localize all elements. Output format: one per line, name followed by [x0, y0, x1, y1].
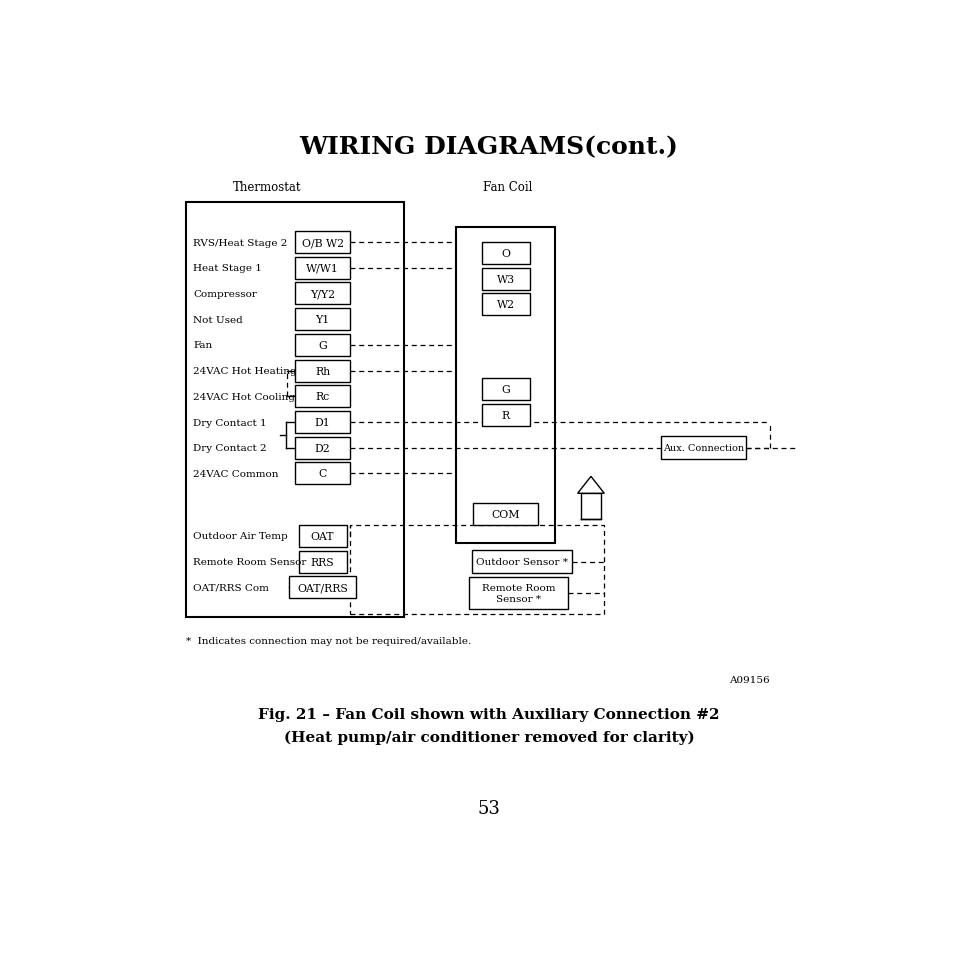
Text: A09156: A09156 — [728, 675, 769, 684]
Bar — [660, 436, 745, 460]
Bar — [481, 294, 529, 316]
Bar — [294, 412, 350, 434]
Text: Fan: Fan — [193, 341, 213, 350]
Text: G: G — [500, 385, 510, 395]
Text: OAT/RRS: OAT/RRS — [297, 582, 348, 593]
Text: D1: D1 — [314, 417, 330, 428]
Text: G: G — [318, 340, 327, 351]
Text: (Heat pump/air conditioner removed for clarity): (Heat pump/air conditioner removed for c… — [283, 729, 694, 744]
Bar — [294, 283, 350, 305]
Text: Fan Coil: Fan Coil — [482, 181, 532, 194]
Text: W3: W3 — [496, 274, 514, 284]
Text: O: O — [500, 249, 510, 259]
Text: W/W1: W/W1 — [306, 263, 338, 274]
Text: 24VAC Common: 24VAC Common — [193, 470, 278, 478]
Text: Y1: Y1 — [315, 314, 330, 325]
Bar — [294, 463, 350, 485]
Bar — [186, 202, 403, 617]
Text: O/B W2: O/B W2 — [301, 238, 343, 248]
Text: RRS: RRS — [311, 557, 335, 567]
Text: Fig. 21 – Fan Coil shown with Auxiliary Connection #2: Fig. 21 – Fan Coil shown with Auxiliary … — [258, 708, 719, 721]
Text: OAT: OAT — [311, 532, 334, 541]
Text: Outdoor Sensor *: Outdoor Sensor * — [476, 558, 568, 566]
Polygon shape — [577, 476, 603, 494]
Bar — [481, 243, 529, 265]
Bar — [294, 437, 350, 459]
Text: 53: 53 — [477, 799, 499, 817]
Text: Remote Room Sensor: Remote Room Sensor — [193, 558, 306, 566]
Bar — [294, 386, 350, 408]
Text: WIRING DIAGRAMS(cont.): WIRING DIAGRAMS(cont.) — [299, 135, 678, 159]
Text: Dry Contact 2: Dry Contact 2 — [193, 444, 267, 453]
Bar — [289, 577, 355, 598]
Text: 24VAC Hot Heating: 24VAC Hot Heating — [193, 367, 296, 375]
Text: Dry Contact 1: Dry Contact 1 — [193, 418, 267, 427]
Text: RVS/Heat Stage 2: RVS/Heat Stage 2 — [193, 238, 287, 247]
Bar — [481, 404, 529, 426]
Text: 24VAC Hot Cooling: 24VAC Hot Cooling — [193, 393, 294, 401]
Bar — [294, 335, 350, 356]
Text: Not Used: Not Used — [193, 315, 243, 324]
Bar — [294, 257, 350, 279]
Text: D2: D2 — [314, 443, 330, 454]
Text: Outdoor Air Temp: Outdoor Air Temp — [193, 532, 288, 540]
Text: Y/Y2: Y/Y2 — [310, 289, 335, 299]
Bar — [473, 503, 537, 525]
Text: Aux. Connection: Aux. Connection — [662, 444, 743, 453]
Text: Thermostat: Thermostat — [233, 181, 301, 194]
Text: Rh: Rh — [314, 366, 330, 376]
Bar — [481, 378, 529, 400]
Bar — [456, 228, 555, 543]
Bar — [472, 550, 572, 574]
Bar — [298, 551, 346, 573]
Text: C: C — [318, 469, 326, 479]
Text: OAT/RRS Com: OAT/RRS Com — [193, 583, 269, 592]
Bar — [294, 309, 350, 331]
Text: W2: W2 — [496, 300, 514, 310]
Text: *  Indicates connection may not be required/available.: * Indicates connection may not be requir… — [186, 636, 471, 645]
Text: Compressor: Compressor — [193, 290, 256, 298]
Text: COM: COM — [491, 509, 519, 519]
Bar — [468, 578, 568, 610]
Bar — [298, 525, 346, 547]
Text: Remote Room
Sensor *: Remote Room Sensor * — [481, 584, 555, 603]
Bar — [294, 360, 350, 382]
Text: Rc: Rc — [315, 392, 330, 402]
Bar — [481, 269, 529, 291]
Bar — [294, 232, 350, 253]
Text: R: R — [501, 410, 509, 420]
Text: Heat Stage 1: Heat Stage 1 — [193, 264, 262, 273]
